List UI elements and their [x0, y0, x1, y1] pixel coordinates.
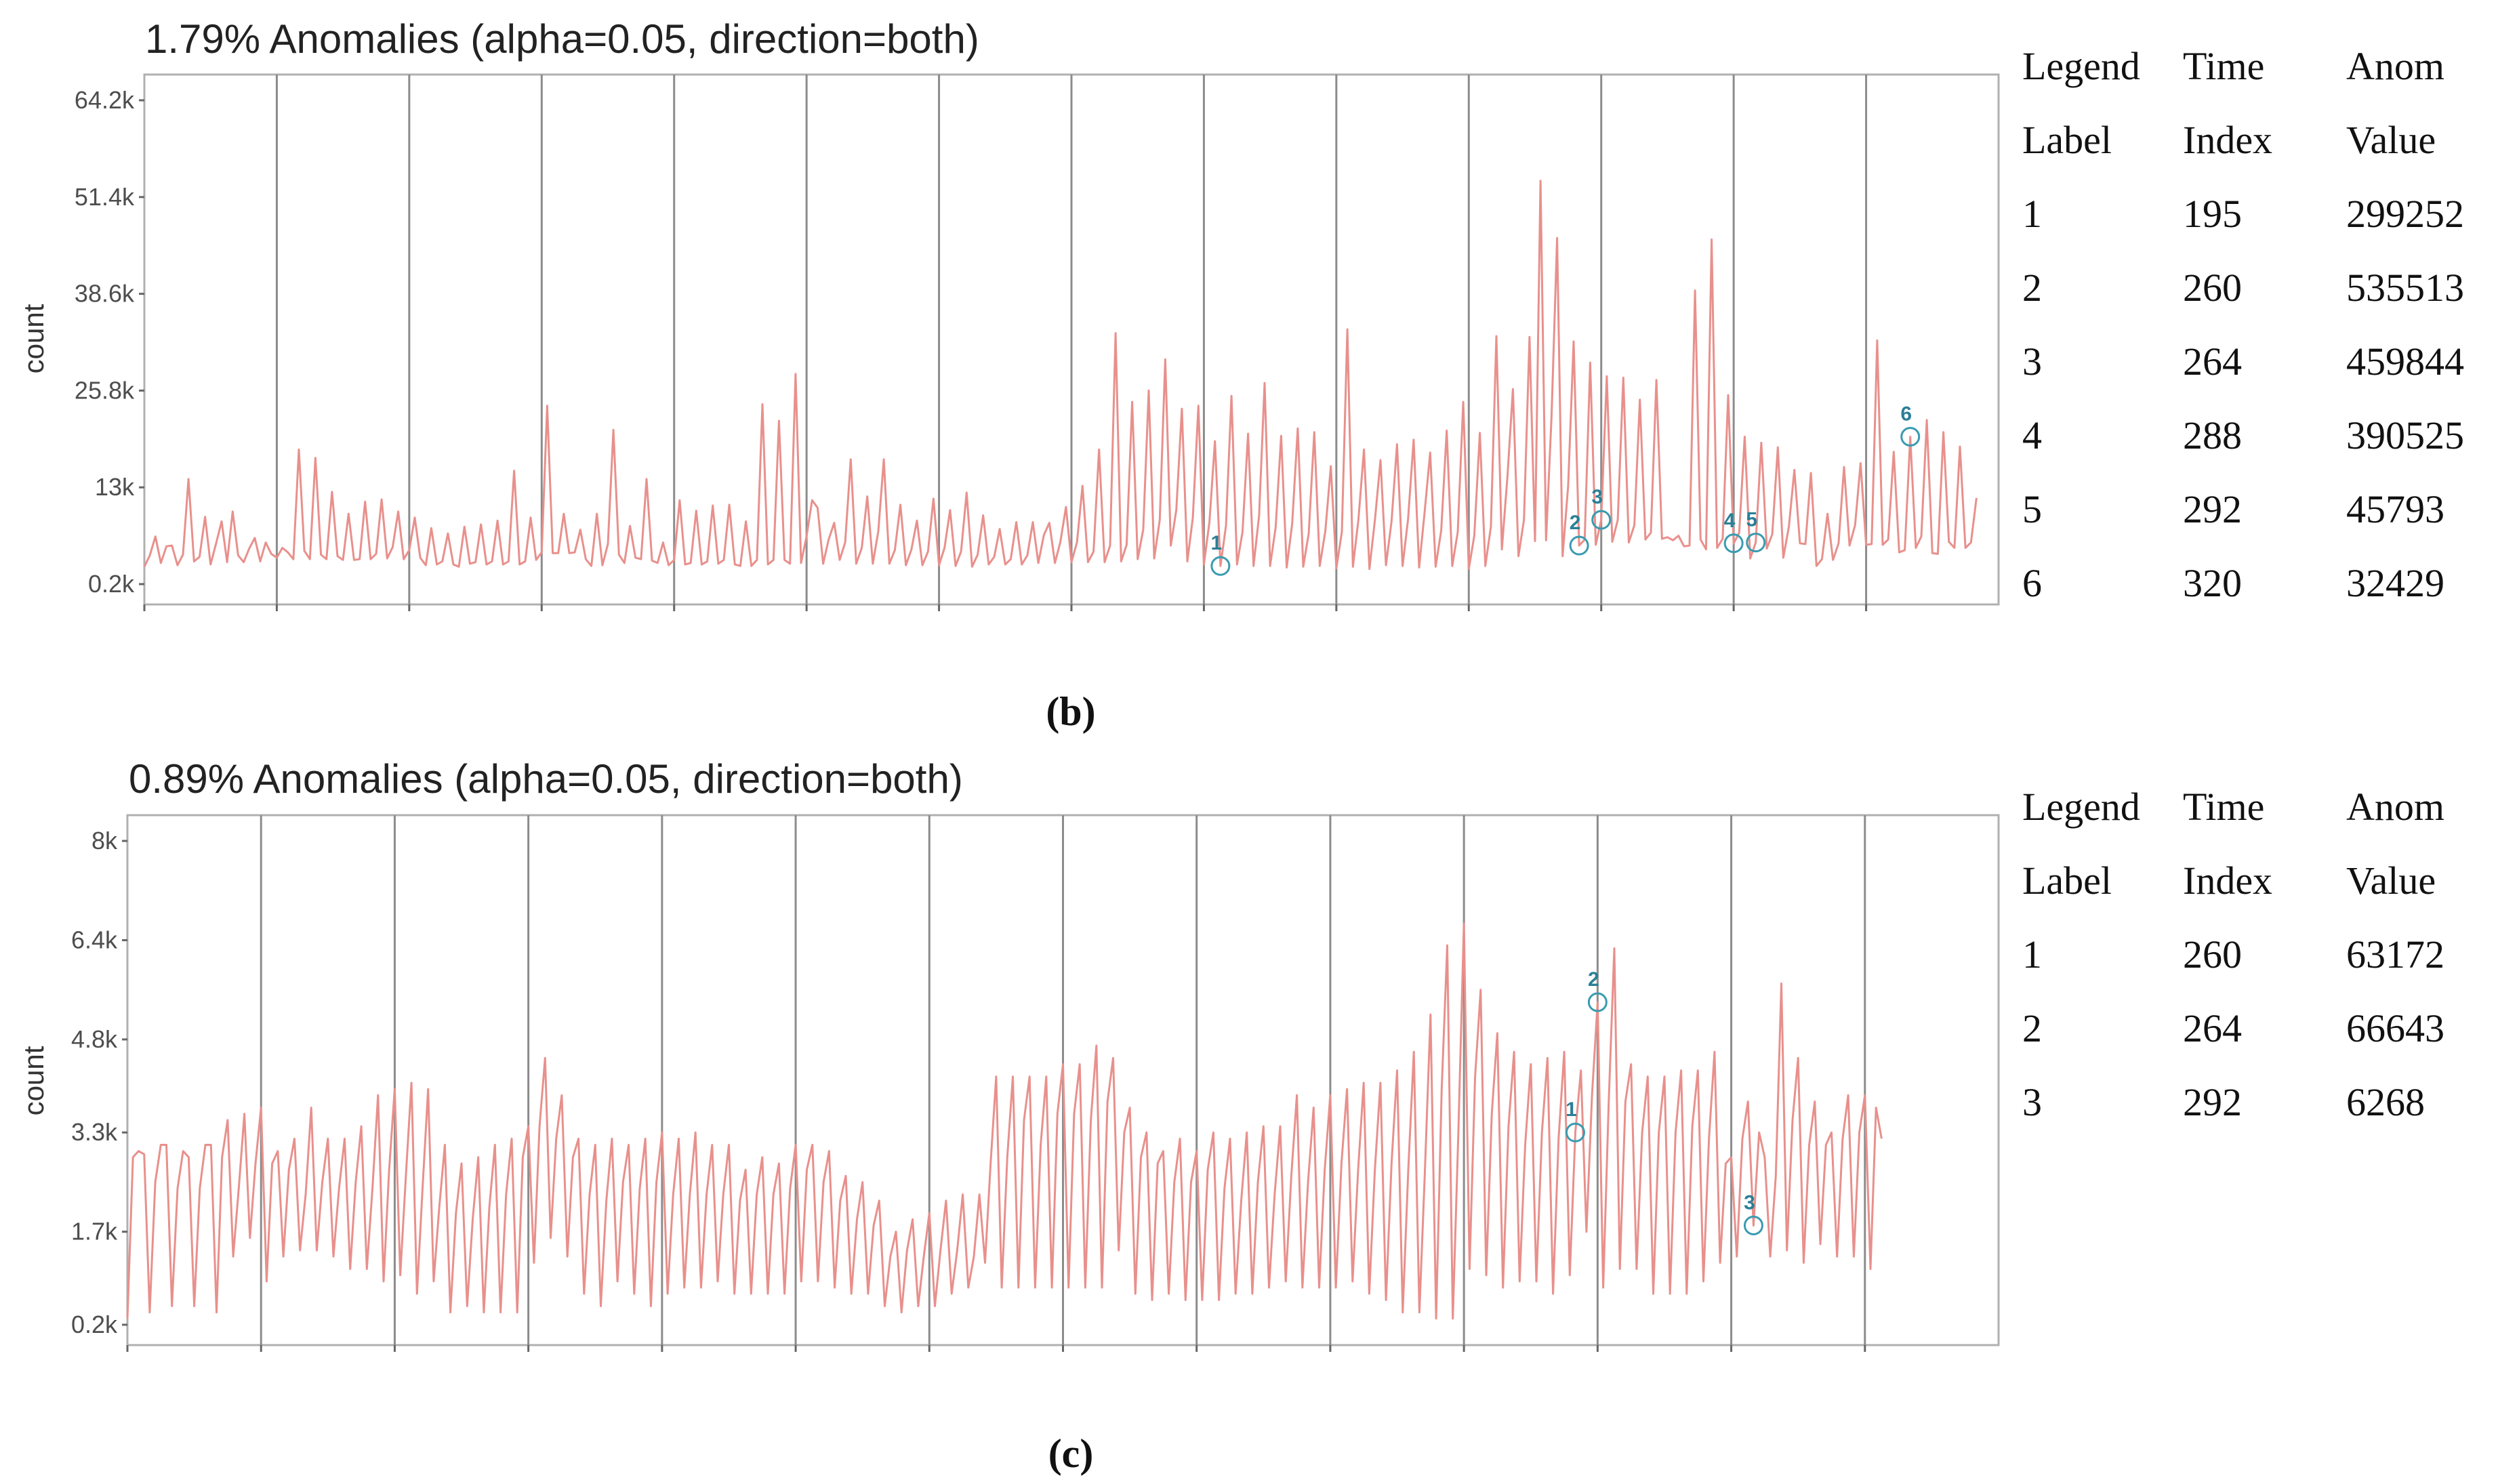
chart-b-anomaly-label: 3	[1591, 486, 1603, 508]
chart-b-table-cell: 195	[2183, 192, 2242, 236]
chart-b-panel-label: (b)	[1046, 689, 1095, 734]
chart-b-table-cell: 1	[2022, 192, 2042, 236]
chart-b-anomaly-marker	[1900, 426, 1921, 447]
chart-b-x-ticks	[143, 604, 1868, 611]
chart-b-anomaly-label: 2	[1570, 512, 1581, 534]
chart-b-table-cell: 2	[2022, 266, 2042, 310]
chart-b-y-tick-label: 0.2k	[88, 570, 135, 598]
chart-c-anomaly-marker	[1587, 992, 1608, 1012]
chart-c-anomaly-markers: 1 2 3	[1565, 968, 1763, 1236]
chart-b-table-cell: 6	[2022, 561, 2042, 605]
chart-b-anomaly-label: 1	[1211, 532, 1223, 554]
chart-b-table-cell: 459844	[2346, 339, 2464, 384]
chart-b-table-cell: 288	[2183, 413, 2242, 457]
chart-c-table-cell: 264	[2183, 1006, 2242, 1050]
chart-b-table-cell: 320	[2183, 561, 2242, 605]
chart-b-table-cell: 260	[2183, 266, 2242, 310]
chart-c-table-cell: 2	[2022, 1006, 2042, 1050]
chart-c-anomaly-label: 3	[1744, 1192, 1755, 1214]
chart-c-panel-label: (c)	[1048, 1431, 1094, 1476]
chart-b-table-cell: 32429	[2346, 561, 2444, 605]
chart-c-table-header: Time	[2183, 785, 2264, 829]
chart-b-anomaly-markers: 1 23 4 5 6	[1210, 403, 1921, 576]
chart-c-anomaly-table: Legend Time Anom Label Index Value 1 260 63172 2 2…	[2022, 785, 2444, 1124]
chart-c-table-cell: 292	[2183, 1080, 2242, 1124]
chart-b-anomaly-marker	[1723, 533, 1744, 554]
chart-c-title: 0.89% Anomalies (alpha=0.05, direction=b…	[129, 756, 963, 802]
chart-c-table-cell: 1	[2022, 932, 2042, 976]
chart-c-table-header: Anom	[2346, 785, 2444, 829]
chart-b-y-axis-label: count	[18, 304, 49, 373]
chart-b-series-line	[143, 180, 1978, 571]
chart-b-table-cell: 264	[2183, 339, 2242, 384]
chart-c-y-ticks: 0.2k 1.7k 3.3k 4.8k 6.4k 8k	[71, 827, 127, 1338]
chart-c-y-tick-label: 6.4k	[71, 926, 118, 953]
chart-c-y-tick-label: 0.2k	[71, 1311, 118, 1338]
chart-b-anomaly-marker	[1746, 533, 1766, 553]
chart-b-table-header: Time	[2183, 44, 2264, 88]
chart-c-series-line	[126, 922, 1883, 1320]
chart-c-table-cell: 66643	[2346, 1006, 2444, 1050]
chart-b-anomaly-marker	[1210, 556, 1231, 576]
chart-b-table-header: Anom	[2346, 44, 2444, 88]
chart-b-anomaly-marker	[1591, 510, 1612, 530]
chart-b-anomaly-table: Legend Time Anom Label Index Value 1 195 299252 2…	[2022, 44, 2464, 605]
chart-b-y-tick-label: 64.2k	[75, 86, 135, 114]
chart-c-table-header: Index	[2183, 859, 2272, 903]
chart-c-y-axis-label: count	[18, 1046, 49, 1115]
chart-b-y-tick-label: 51.4k	[75, 183, 135, 211]
chart-b-table-header: Value	[2346, 118, 2436, 162]
chart-b-table-header: Index	[2183, 118, 2272, 162]
chart-b-y-tick-label: 25.8k	[75, 376, 135, 404]
chart-c-anomaly-label: 2	[1588, 968, 1599, 991]
chart-b-table-header: Label	[2022, 118, 2112, 162]
chart-b-y-tick-label: 13k	[95, 473, 135, 501]
chart-c-table-cell: 63172	[2346, 932, 2444, 976]
chart-c-table-cell: 6268	[2346, 1080, 2425, 1124]
chart-c-table-header: Value	[2346, 859, 2436, 903]
chart-b-table-cell: 5	[2022, 487, 2042, 531]
chart-panel-b: 1.79% Anomalies (alpha=0.05, direction=b…	[18, 16, 2464, 734]
chart-panel-c: 0.89% Anomalies (alpha=0.05, direction=b…	[18, 756, 2444, 1476]
chart-b-title: 1.79% Anomalies (alpha=0.05, direction=b…	[145, 16, 979, 62]
chart-b-table-cell: 390525	[2346, 413, 2464, 457]
chart-c-x-ticks	[126, 1345, 1866, 1352]
chart-c-table-cell: 260	[2183, 932, 2242, 976]
chart-c-anomaly-marker	[1743, 1216, 1763, 1236]
chart-b-table-header: Legend	[2022, 44, 2140, 88]
chart-b-table-cell: 292	[2183, 487, 2242, 531]
chart-c-table-header: Legend	[2022, 785, 2140, 829]
chart-b-table-cell: 3	[2022, 339, 2042, 384]
chart-b-table-cell: 4	[2022, 413, 2042, 457]
chart-c-table-cell: 3	[2022, 1080, 2042, 1124]
chart-b-table-cell: 45793	[2346, 487, 2444, 531]
chart-b-anomaly-marker	[1569, 535, 1589, 556]
chart-b-y-tick-label: 38.6k	[75, 280, 135, 308]
chart-c-table-header: Label	[2022, 859, 2112, 903]
chart-c-anomaly-label: 1	[1566, 1098, 1577, 1121]
chart-b-anomaly-label: 4	[1724, 510, 1736, 532]
chart-c-anomaly-marker	[1565, 1122, 1585, 1142]
chart-b-anomaly-label: 6	[1900, 403, 1912, 425]
chart-b-table-cell: 535513	[2346, 266, 2464, 310]
chart-c-y-tick-label: 8k	[91, 827, 118, 854]
chart-c-gridlines	[260, 815, 1866, 1345]
chart-b-gridlines	[275, 75, 1868, 604]
chart-b-anomaly-label: 5	[1746, 509, 1757, 531]
chart-c-y-tick-label: 4.8k	[71, 1025, 118, 1053]
chart-c-y-tick-label: 1.7k	[71, 1218, 118, 1245]
chart-b-y-ticks: 0.2k 13k 25.8k 38.6k 51.4k 64.2k	[75, 86, 144, 598]
chart-b-table-cell: 299252	[2346, 192, 2464, 236]
chart-c-y-tick-label: 3.3k	[71, 1118, 118, 1146]
